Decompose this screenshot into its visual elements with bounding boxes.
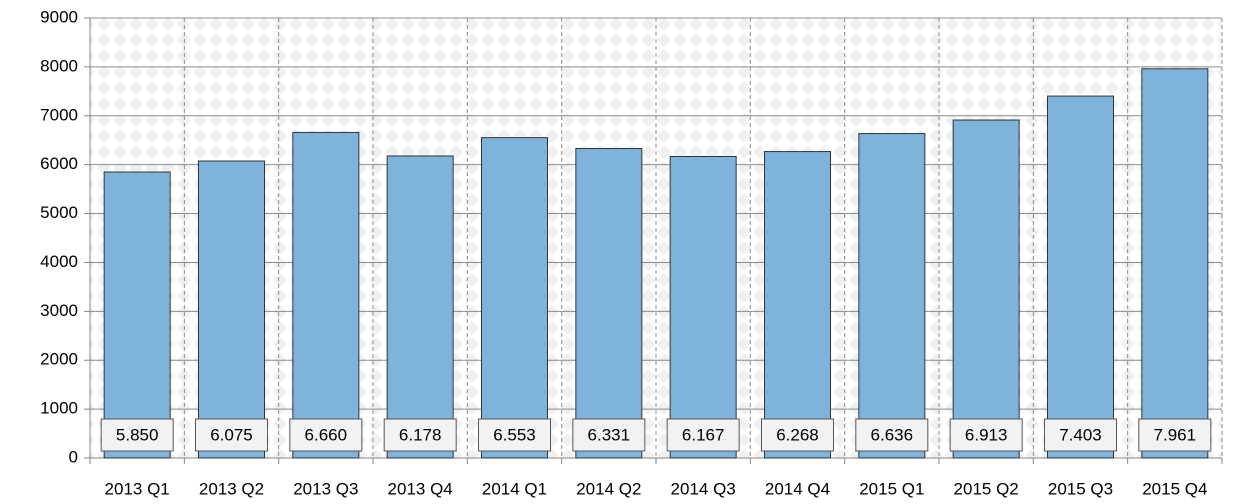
x-tick-label: 2015 Q3 [1048, 479, 1113, 498]
data-label: 6.075 [210, 425, 253, 444]
data-label-box [572, 418, 646, 452]
y-tick-label: 6000 [40, 154, 78, 173]
y-tick-label: 0 [69, 447, 78, 466]
x-tick-label: 2013 Q3 [293, 479, 358, 498]
data-label-box [195, 418, 268, 452]
data-label: 6.178 [399, 425, 442, 444]
data-label: 6.660 [305, 425, 348, 444]
data-label-box [100, 418, 174, 452]
data-label: 6.167 [682, 425, 725, 444]
x-tick-label: 2014 Q1 [482, 479, 547, 498]
data-label-box [1138, 418, 1212, 452]
bar [481, 137, 548, 459]
data-label: 6.268 [776, 425, 819, 444]
x-tick-label: 2014 Q2 [576, 479, 641, 498]
bar [386, 155, 454, 459]
bar [575, 147, 643, 459]
bar [1141, 68, 1209, 459]
data-label-box [761, 418, 834, 452]
data-label: 7.961 [1154, 425, 1197, 444]
data-label-box [666, 418, 740, 452]
bar [858, 133, 926, 459]
bar [103, 171, 171, 459]
bar [952, 119, 1020, 459]
data-label: 7.403 [1059, 425, 1102, 444]
data-label: 6.636 [871, 425, 914, 444]
x-tick-label: 2015 Q2 [954, 479, 1019, 498]
bar [669, 156, 737, 459]
data-label-box [855, 418, 929, 452]
y-tick-label: 3000 [40, 301, 78, 320]
data-label-box [1044, 418, 1117, 452]
data-label-box [949, 418, 1023, 452]
y-tick-label: 2000 [40, 350, 78, 369]
data-label-box [478, 418, 551, 452]
data-label: 6.913 [965, 425, 1008, 444]
y-tick-label: 9000 [40, 7, 78, 26]
x-tick-label: 2015 Q1 [859, 479, 924, 498]
bar [1047, 95, 1114, 459]
data-label: 6.553 [493, 425, 536, 444]
bar [764, 151, 831, 459]
x-tick-label: 2013 Q4 [388, 479, 453, 498]
x-tick-label: 2013 Q2 [199, 479, 264, 498]
data-label: 6.331 [588, 425, 631, 444]
x-tick-label: 2015 Q4 [1142, 479, 1207, 498]
y-tick-label: 4000 [40, 252, 78, 271]
data-label: 5.850 [116, 425, 159, 444]
x-tick-label: 2013 Q1 [105, 479, 170, 498]
y-tick-label: 5000 [40, 203, 78, 222]
y-tick-label: 8000 [40, 56, 78, 75]
data-label-box [289, 418, 363, 452]
bar [198, 160, 265, 459]
y-tick-label: 1000 [40, 399, 78, 418]
data-label-box [383, 418, 457, 452]
x-tick-label: 2014 Q4 [765, 479, 830, 498]
x-tick-label: 2014 Q3 [671, 479, 736, 498]
bar [292, 131, 360, 459]
y-tick-label: 7000 [40, 105, 78, 124]
